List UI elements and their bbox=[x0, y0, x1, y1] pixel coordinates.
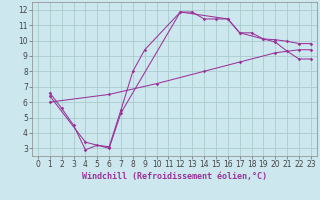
X-axis label: Windchill (Refroidissement éolien,°C): Windchill (Refroidissement éolien,°C) bbox=[82, 172, 267, 181]
